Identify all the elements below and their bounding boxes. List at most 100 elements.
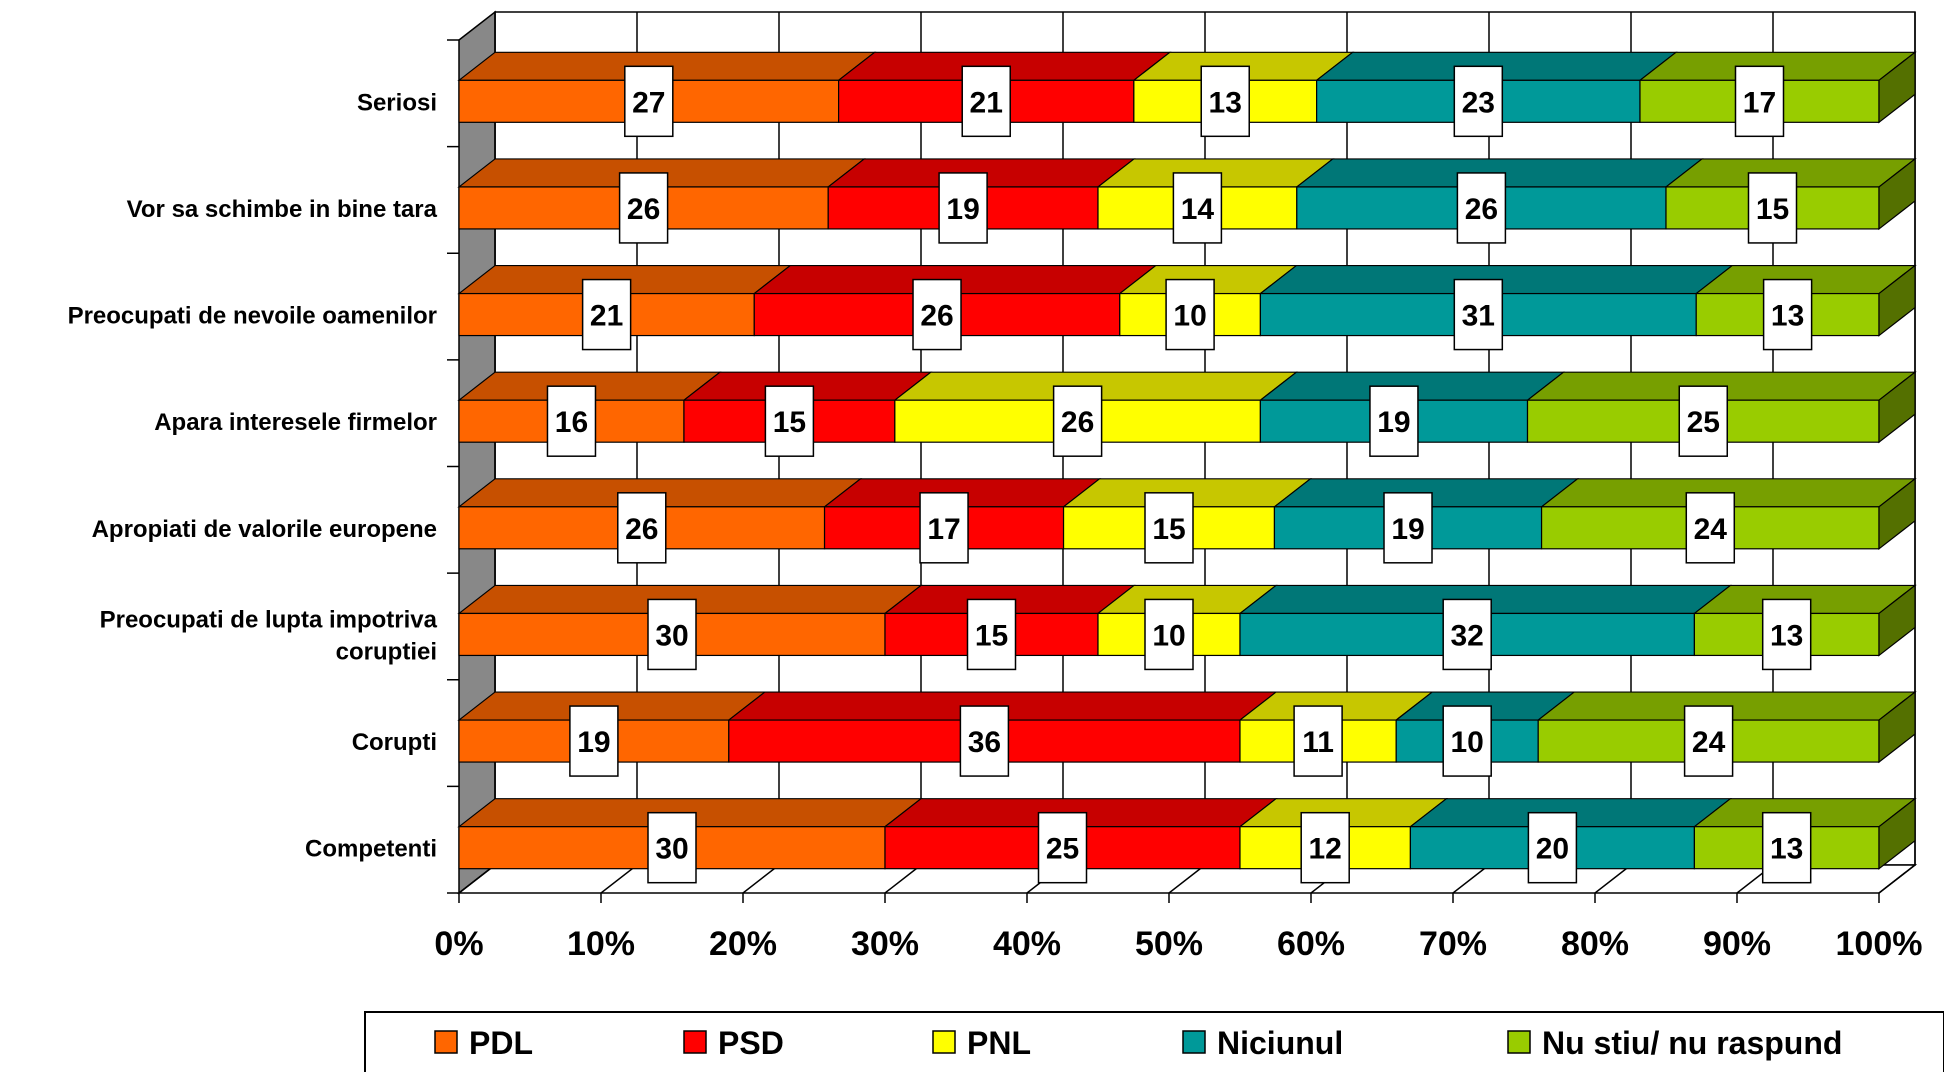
data-label: 30 <box>655 833 688 866</box>
data-label-box <box>1527 811 1578 884</box>
data-label: 24 <box>1692 726 1726 759</box>
category-label: Apara interesele firmelor <box>154 409 437 436</box>
data-label-box <box>1734 65 1785 138</box>
legend-label-nu-stiu-nu-raspund: Nu stiu/ nu raspund <box>1542 1025 1842 1061</box>
data-label-box <box>1456 172 1507 244</box>
data-label: 30 <box>655 619 688 652</box>
data-label-box <box>1747 172 1798 244</box>
bar-end-face <box>1878 264 1916 337</box>
floor-gridline <box>1594 864 1632 894</box>
floor-gridline <box>1168 864 1206 894</box>
data-label-box <box>1293 705 1343 777</box>
data-label: 15 <box>1756 193 1789 226</box>
data-label-box <box>1761 811 1812 884</box>
category-label: Preocupati de lupta impotriva <box>100 606 438 633</box>
floor-gridline <box>1452 864 1490 894</box>
legend-label-niciunul: Niciunul <box>1217 1025 1343 1061</box>
data-label-box <box>647 598 697 671</box>
data-label: 10 <box>1173 300 1206 333</box>
data-label: 26 <box>920 300 953 333</box>
data-label: 13 <box>1209 86 1242 119</box>
data-label: 17 <box>927 513 960 546</box>
legend-swatch-pnl <box>932 1030 956 1054</box>
data-label: 21 <box>590 300 623 333</box>
category-label: Apropiati de valorile europene <box>92 516 437 543</box>
data-label-box <box>1453 278 1504 351</box>
x-tick-label: 80% <box>1561 925 1629 963</box>
floor-gridline <box>458 864 496 894</box>
bar-end-face <box>1878 477 1916 551</box>
data-label: 32 <box>1451 619 1484 652</box>
legend <box>364 1011 1944 1072</box>
data-label: 31 <box>1462 300 1495 333</box>
data-label: 15 <box>1152 513 1185 546</box>
category-label: Preocupati de nevoile oamenilor <box>68 303 437 330</box>
data-label: 12 <box>1309 833 1342 866</box>
data-label: 17 <box>1743 86 1776 119</box>
x-tick-label: 30% <box>851 925 919 963</box>
data-label: 16 <box>555 406 588 439</box>
bar-end-face <box>1878 157 1916 231</box>
legend-swatch-pdl <box>434 1030 458 1054</box>
x-tick-label: 20% <box>709 925 777 963</box>
data-label-box <box>569 705 619 777</box>
floor-gridline <box>600 864 638 894</box>
data-label: 19 <box>577 726 610 759</box>
data-label: 14 <box>1181 193 1215 226</box>
category-label: Competenti <box>305 836 437 863</box>
data-label: 15 <box>975 619 1008 652</box>
data-label: 23 <box>1462 86 1495 119</box>
data-label-box <box>1144 492 1194 564</box>
data-label-box <box>938 172 988 244</box>
data-label-box <box>1442 598 1492 671</box>
x-tick-label: 60% <box>1277 925 1345 963</box>
data-label-box <box>959 705 1010 777</box>
floor-gridline <box>1878 864 1916 894</box>
legend-swatch-nu-stiu-nu-raspund <box>1507 1030 1531 1054</box>
data-label: 26 <box>627 193 660 226</box>
data-label-box <box>912 278 962 351</box>
data-label: 21 <box>970 86 1003 119</box>
category-label: coruptiei <box>336 638 437 665</box>
floor-gridline <box>742 864 780 894</box>
x-tick-label: 0% <box>434 925 483 963</box>
bar-end-face <box>1878 797 1916 870</box>
data-label-box <box>919 492 969 564</box>
data-label-box <box>1300 811 1350 884</box>
x-tick-label: 40% <box>993 925 1061 963</box>
x-tick-label: 70% <box>1419 925 1487 963</box>
data-label: 24 <box>1694 513 1728 546</box>
data-label-box <box>617 492 667 564</box>
data-label-box <box>1200 65 1250 138</box>
data-label-box <box>1442 705 1492 777</box>
data-label-box <box>546 385 597 457</box>
data-label: 13 <box>1770 833 1803 866</box>
data-label: 10 <box>1152 619 1185 652</box>
bar-end-face <box>1878 584 1916 657</box>
x-tick-label: 100% <box>1836 925 1923 963</box>
floor-gridline <box>884 864 922 894</box>
data-label-box <box>1165 278 1215 351</box>
x-tick-label: 10% <box>567 925 635 963</box>
bar-end-face <box>1878 370 1916 444</box>
data-label-box <box>1144 598 1194 671</box>
data-label: 19 <box>946 193 979 226</box>
data-label: 15 <box>773 406 806 439</box>
legend-label-psd: PSD <box>718 1025 784 1061</box>
legend-swatch-niciunul <box>1182 1030 1206 1054</box>
data-label-box <box>1685 492 1736 564</box>
data-label-box <box>1172 172 1223 244</box>
data-label: 26 <box>625 513 658 546</box>
data-label: 27 <box>632 86 665 119</box>
data-label: 13 <box>1770 619 1803 652</box>
data-label: 13 <box>1771 300 1804 333</box>
data-label-box <box>624 65 674 138</box>
data-label: 26 <box>1465 193 1498 226</box>
data-label-box <box>1383 492 1433 564</box>
data-label-box <box>647 811 697 884</box>
data-label: 19 <box>1377 406 1410 439</box>
data-label-box <box>1683 705 1734 777</box>
bar-end-face <box>1878 51 1916 124</box>
data-label-box <box>1037 811 1088 884</box>
